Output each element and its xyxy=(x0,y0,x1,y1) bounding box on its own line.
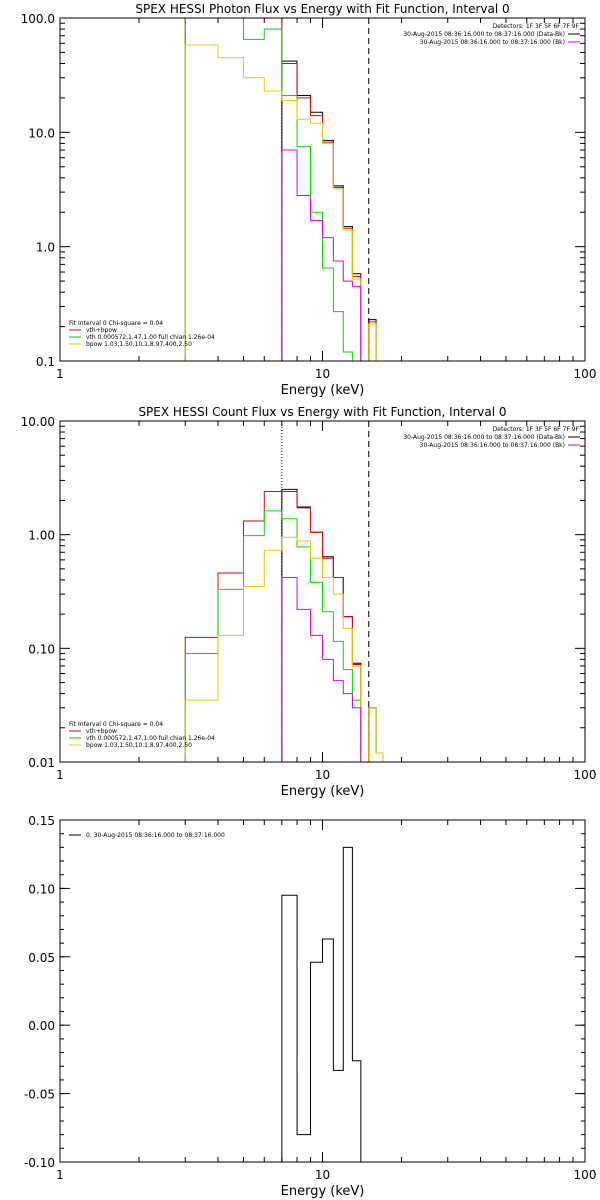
y-tick-label: -0.05 xyxy=(24,1088,55,1102)
series-black-histogram xyxy=(281,60,377,361)
legend-entry: 30-Aug-2015 08:36:16.000 to 08:37:16.000… xyxy=(420,442,565,449)
plot-frame xyxy=(59,17,586,362)
legend-entry: Fit Interval 0 Chi-square = 0.04 xyxy=(69,320,163,327)
x-tick-label: 1 xyxy=(56,367,64,381)
y-tick-label: 10.0 xyxy=(28,126,55,140)
x-tick-label: 10 xyxy=(315,768,330,782)
plot-frame xyxy=(59,420,586,763)
x-axis-label: Energy (keV) xyxy=(281,784,365,799)
series-green-histogram xyxy=(184,510,362,762)
panel-1: SPEX HESSI Photon Flux vs Energy with Fi… xyxy=(21,2,597,398)
legend-entry: 0. 30-Aug-2015 08:36:16.000 to 08:37:16.… xyxy=(86,832,225,839)
x-tick-label: 100 xyxy=(574,1168,597,1182)
y-tick-label: 0.1 xyxy=(36,355,55,369)
y-tick-label: 1.00 xyxy=(28,529,55,543)
legend-entry: vth+bpow xyxy=(86,728,117,735)
y-tick-label: 0.01 xyxy=(28,756,55,770)
plot-area xyxy=(184,18,377,361)
plot-frame xyxy=(59,819,586,1163)
x-tick-label: 100 xyxy=(574,367,597,381)
legend-entry: 30-Aug-2015 08:36:16.000 to 08:37:16.000… xyxy=(403,434,565,441)
series-magenta-histogram xyxy=(281,149,362,361)
legend-entry: bpow 1.03,1.50,10.1,8.97,400,2.50 xyxy=(86,341,192,348)
x-tick-label: 10 xyxy=(315,1168,330,1182)
x-tick-label: 10 xyxy=(315,367,330,381)
y-tick-label: 100.0 xyxy=(21,12,55,26)
y-tick-label: 0.05 xyxy=(28,951,55,965)
series-yellow-histogram xyxy=(184,44,377,361)
legend-entry: vth 0.000572,1.47,1.00 full chian 1.26e-… xyxy=(86,735,215,742)
series-magenta-histogram xyxy=(281,576,362,762)
x-axis-label: Energy (keV) xyxy=(281,383,365,398)
series-red-histogram xyxy=(184,490,384,762)
series-yellow-histogram xyxy=(184,536,384,762)
x-axis-label: Energy (keV) xyxy=(281,1184,365,1199)
y-tick-label: 0.00 xyxy=(28,1019,55,1033)
series-black-histogram xyxy=(281,846,362,1162)
legend-entry: vth+bpow xyxy=(86,327,117,334)
legend-entry: 30-Aug-2015 08:36:16.000 to 08:37:16.000… xyxy=(420,39,565,46)
x-tick-label: 1 xyxy=(56,768,64,782)
plot-area xyxy=(281,846,362,1162)
y-tick-label: 0.10 xyxy=(28,642,55,656)
panel-2: SPEX HESSI Count Flux vs Energy with Fit… xyxy=(21,405,597,799)
legend-entry: Fit Interval 0 Chi-square = 0.04 xyxy=(69,721,163,728)
x-tick-label: 100 xyxy=(574,768,597,782)
x-tick-label: 1 xyxy=(56,1168,64,1182)
plot-area xyxy=(184,421,384,762)
y-tick-label: 10.00 xyxy=(21,415,55,429)
y-tick-label: 0.15 xyxy=(28,814,55,828)
y-tick-label: 0.10 xyxy=(28,882,55,896)
panel-3: 1 10 100 -0.10 -0.05 0.00 0.05 0.10 0.15 Energy (… xyxy=(24,814,597,1199)
legend-entry: Detectors: 1F 3F 5F 6F 7F 9F xyxy=(493,23,580,30)
chart-title: SPEX HESSI Photon Flux vs Energy with Fi… xyxy=(135,2,509,16)
legend-entry: vth 0.000572,1.47,1.00 full chian 1.26e-… xyxy=(86,334,215,341)
y-tick-label: 1.0 xyxy=(36,241,55,255)
legend-entry: Detectors: 1F 3F 5F 6F 7F 9F xyxy=(493,426,580,433)
chart-title: SPEX HESSI Count Flux vs Energy with Fit… xyxy=(138,405,506,419)
y-tick-label: -0.10 xyxy=(24,1156,55,1170)
legend-entry: 30-Aug-2015 08:36:16.000 to 08:37:16.000… xyxy=(403,31,565,38)
legend-entry: bpow 1.03,1.50,10.1,8.97,400,2.50 xyxy=(86,742,192,749)
